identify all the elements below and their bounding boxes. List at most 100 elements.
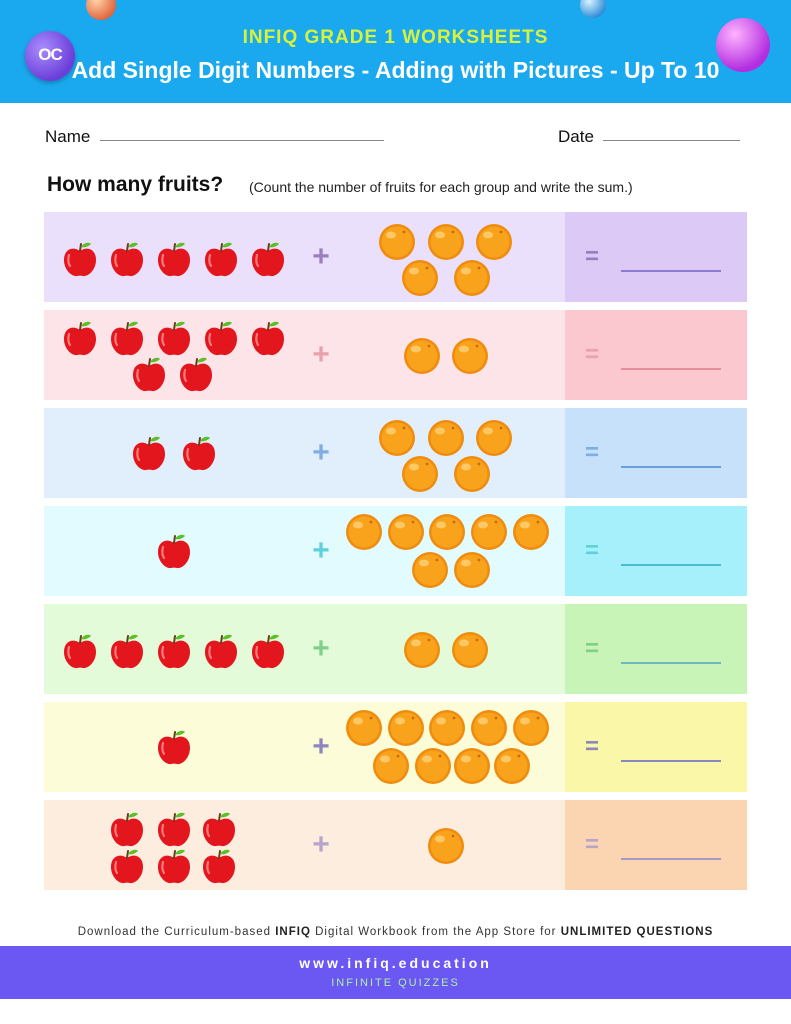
answer-line[interactable] bbox=[621, 564, 721, 566]
apple-icon bbox=[129, 433, 169, 473]
orange-icon bbox=[371, 746, 411, 786]
date-label: Date bbox=[558, 127, 594, 146]
orange-icon bbox=[400, 258, 440, 298]
name-line bbox=[100, 140, 384, 141]
plus-sign: + bbox=[312, 632, 330, 665]
apple-icon bbox=[154, 531, 194, 571]
orange-icon bbox=[450, 630, 490, 670]
orange-icon bbox=[474, 418, 514, 458]
answer-line[interactable] bbox=[621, 858, 721, 860]
plus-sign: + bbox=[312, 534, 330, 567]
orange-icon bbox=[452, 550, 492, 590]
plus-sign: + bbox=[312, 828, 330, 861]
note-brand: INFIQ bbox=[275, 926, 311, 938]
note-bold: UNLIMITED QUESTIONS bbox=[560, 926, 714, 938]
answer-box[interactable]: = bbox=[565, 506, 747, 596]
apple-icon bbox=[107, 809, 147, 849]
apple-icon bbox=[107, 239, 147, 279]
apple-icon bbox=[154, 846, 194, 886]
answer-box[interactable]: = bbox=[565, 408, 747, 498]
question-title: How many fruits? bbox=[47, 173, 224, 196]
note-mid: Digital Workbook from the App Store for bbox=[315, 926, 557, 938]
worksheet-title: Add Single Digit Numbers - Adding with P… bbox=[71, 57, 720, 83]
note-pre: Download the Curriculum-based bbox=[77, 926, 272, 938]
orange-icon bbox=[402, 630, 442, 670]
answer-box[interactable]: = bbox=[565, 604, 747, 694]
orange-icon bbox=[410, 550, 450, 590]
plus-sign: + bbox=[312, 338, 330, 371]
plus-sign: + bbox=[312, 436, 330, 469]
apple-icon bbox=[154, 631, 194, 671]
apple-icon bbox=[60, 239, 100, 279]
apple-icon bbox=[154, 727, 194, 767]
logo-text: OC bbox=[38, 45, 63, 64]
orange-icon bbox=[426, 826, 466, 866]
answer-box[interactable]: = bbox=[565, 212, 747, 302]
answer-line[interactable] bbox=[621, 270, 721, 272]
orange-icon bbox=[469, 708, 509, 748]
equals-sign: = bbox=[585, 733, 600, 760]
apple-icon bbox=[129, 354, 169, 394]
apple-icon bbox=[199, 809, 239, 849]
orange-icon bbox=[377, 222, 417, 262]
equals-sign: = bbox=[585, 537, 600, 564]
orange-icon bbox=[402, 336, 442, 376]
orange-icon bbox=[427, 512, 467, 552]
apple-icon bbox=[154, 809, 194, 849]
answer-box[interactable]: = bbox=[565, 800, 747, 890]
orange-icon bbox=[400, 454, 440, 494]
problem-row: + = bbox=[44, 212, 747, 302]
orange-icon bbox=[386, 512, 426, 552]
date-line bbox=[603, 140, 740, 141]
website-url[interactable]: www.infiq.education bbox=[299, 955, 492, 971]
download-note: Download the Curriculum-based INFIQ Digi… bbox=[0, 926, 791, 938]
problem-row: + = bbox=[44, 310, 747, 400]
orange-icon bbox=[344, 512, 384, 552]
problem-row: + = bbox=[44, 408, 747, 498]
equals-sign: = bbox=[585, 439, 600, 466]
equals-sign: = bbox=[585, 243, 600, 270]
apple-icon bbox=[199, 846, 239, 886]
apple-icon bbox=[60, 318, 100, 358]
answer-line[interactable] bbox=[621, 662, 721, 664]
answer-line[interactable] bbox=[621, 368, 721, 370]
orange-icon bbox=[344, 708, 384, 748]
problem-row: + = bbox=[44, 604, 747, 694]
orange-icon bbox=[452, 454, 492, 494]
answer-line[interactable] bbox=[621, 760, 721, 762]
orange-icon bbox=[452, 746, 492, 786]
apple-icon bbox=[248, 318, 288, 358]
apple-icon bbox=[201, 318, 241, 358]
orange-icon bbox=[413, 746, 453, 786]
problem-row: + = bbox=[44, 800, 747, 890]
answer-box[interactable]: = bbox=[565, 310, 747, 400]
worksheet-series-label: INFIQ GRADE 1 WORKSHEETS bbox=[242, 27, 549, 48]
orange-icon bbox=[377, 418, 417, 458]
orange-icon bbox=[492, 746, 532, 786]
problem-row: + = bbox=[44, 506, 747, 596]
apple-icon bbox=[107, 318, 147, 358]
decorative-ball-blue bbox=[580, 0, 606, 18]
apple-icon bbox=[154, 239, 194, 279]
footer-banner: www.infiq.education INFINITE QUIZZES bbox=[0, 946, 791, 999]
equals-sign: = bbox=[585, 831, 600, 858]
orange-icon bbox=[426, 418, 466, 458]
decorative-ball-orange bbox=[86, 0, 116, 20]
apple-icon bbox=[176, 354, 216, 394]
answer-box[interactable]: = bbox=[565, 702, 747, 792]
infiq-logo: OC bbox=[25, 31, 75, 81]
orange-icon bbox=[452, 258, 492, 298]
orange-icon bbox=[427, 708, 467, 748]
footer-tagline: INFINITE QUIZZES bbox=[331, 977, 460, 989]
apple-icon bbox=[107, 846, 147, 886]
apple-icon bbox=[201, 631, 241, 671]
apple-icon bbox=[60, 631, 100, 671]
answer-line[interactable] bbox=[621, 466, 721, 468]
orange-icon bbox=[511, 512, 551, 552]
problem-row: + = bbox=[44, 702, 747, 792]
apple-icon bbox=[248, 239, 288, 279]
apple-icon bbox=[201, 239, 241, 279]
orange-icon bbox=[426, 222, 466, 262]
apple-icon bbox=[179, 433, 219, 473]
orange-icon bbox=[450, 336, 490, 376]
